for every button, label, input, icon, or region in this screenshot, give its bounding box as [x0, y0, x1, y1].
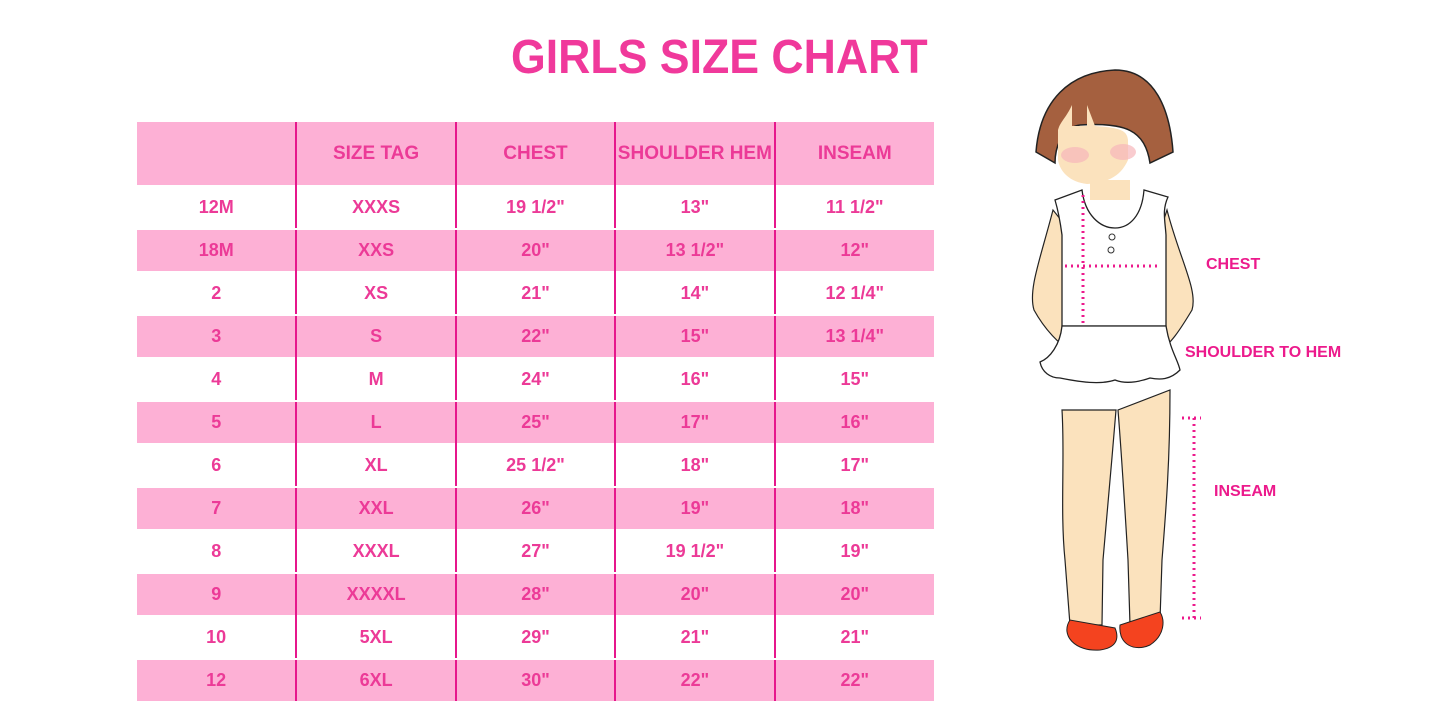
- table-row: 9 XXXXL 28" 20" 20": [137, 573, 934, 616]
- table-cell: 27": [454, 529, 616, 574]
- table-row: 5 L 25" 17" 16": [137, 401, 934, 444]
- header-cell: SIZE TAG: [295, 122, 456, 186]
- table-cell: 12: [137, 659, 297, 701]
- table-cell: 12M: [137, 185, 297, 230]
- table-cell: L: [295, 401, 456, 444]
- table-cell: 13": [614, 185, 775, 230]
- table-cell: S: [295, 315, 456, 358]
- table-cell: 17": [773, 443, 934, 488]
- table-cell: 24": [454, 357, 616, 402]
- table-row: 12M XXXS 19 1/2" 13" 11 1/2": [137, 185, 934, 230]
- table-cell: 29": [454, 615, 616, 660]
- table-cell: 18": [614, 443, 775, 488]
- table-cell: 21": [454, 271, 616, 316]
- table-cell: 17": [614, 401, 775, 444]
- table-cell: 21": [773, 615, 934, 660]
- table-row: 10 5XL 29" 21" 21": [137, 615, 934, 660]
- table-cell: 2: [137, 271, 297, 316]
- table-cell: 20": [614, 573, 775, 616]
- table-cell: 18": [773, 487, 934, 530]
- table-cell: 15": [614, 315, 775, 358]
- table-cell: 20": [454, 229, 616, 272]
- table-cell: 19 1/2": [614, 529, 775, 574]
- table-cell: XXXL: [295, 529, 456, 574]
- header-cell: SHOULDER HEM: [614, 122, 775, 186]
- table-cell: M: [295, 357, 456, 402]
- table-cell: 19": [773, 529, 934, 574]
- table-cell: XXXS: [295, 185, 456, 230]
- table-cell: 18M: [137, 229, 297, 272]
- table-cell: XXS: [295, 229, 456, 272]
- table-cell: 8: [137, 529, 297, 574]
- table-cell: 21": [614, 615, 775, 660]
- table-row: 3 S 22" 15" 13 1/4": [137, 315, 934, 358]
- table-row: 8 XXXL 27" 19 1/2" 19": [137, 529, 934, 574]
- table-row: 2 XS 21" 14" 12 1/4": [137, 271, 934, 316]
- table-cell: 6: [137, 443, 297, 488]
- table-cell: 14": [614, 271, 775, 316]
- table-cell: XXL: [295, 487, 456, 530]
- table-cell: 15": [773, 357, 934, 402]
- table-cell: 4: [137, 357, 297, 402]
- table-cell: 6XL: [295, 659, 456, 701]
- table-cell: 13 1/2": [614, 229, 775, 272]
- table-cell: 22": [454, 315, 616, 358]
- table-cell: 3: [137, 315, 297, 358]
- table-row: 7 XXL 26" 19" 18": [137, 487, 934, 530]
- table-cell: 19 1/2": [454, 185, 616, 230]
- size-chart-table: SIZE TAG CHEST SHOULDER HEM INSEAM 12M XX…: [137, 122, 934, 701]
- chest-label: CHEST: [1206, 256, 1261, 273]
- table-cell: 7: [137, 487, 297, 530]
- shoulder-to-hem-label: SHOULDER TO HEM: [1185, 344, 1342, 361]
- table-cell: 11 1/2": [773, 185, 934, 230]
- header-cell: INSEAM: [773, 122, 934, 186]
- table-cell: 22": [614, 659, 775, 701]
- table-header-row: SIZE TAG CHEST SHOULDER HEM INSEAM: [137, 122, 934, 186]
- table-cell: XL: [295, 443, 456, 488]
- table-cell: 12": [773, 229, 934, 272]
- table-cell: 16": [614, 357, 775, 402]
- table-cell: 25 1/2": [454, 443, 616, 488]
- table-row: 6 XL 25 1/2" 18" 17": [137, 443, 934, 488]
- table-row: 12 6XL 30" 22" 22": [137, 659, 934, 701]
- table-cell: 16": [773, 401, 934, 444]
- table-row: 4 M 24" 16" 15": [137, 357, 934, 402]
- girl-illustration: [1020, 60, 1380, 665]
- table-cell: 30": [454, 659, 616, 701]
- table-row: 18M XXS 20" 13 1/2" 12": [137, 229, 934, 272]
- table-cell: 20": [773, 573, 934, 616]
- page-title: GIRLS SIZE CHART: [511, 31, 928, 84]
- table-cell: 28": [454, 573, 616, 616]
- table-cell: 25": [454, 401, 616, 444]
- table-cell: 22": [773, 659, 934, 701]
- table-cell: 19": [614, 487, 775, 530]
- table-cell: XXXXL: [295, 573, 456, 616]
- table-cell: 10: [137, 615, 297, 660]
- table-cell: 12 1/4": [773, 271, 934, 316]
- table-cell: 5XL: [295, 615, 456, 660]
- table-cell: 9: [137, 573, 297, 616]
- table-cell: 5: [137, 401, 297, 444]
- inseam-label: INSEAM: [1214, 483, 1277, 500]
- header-cell: CHEST: [454, 122, 616, 186]
- header-cell: [137, 122, 297, 186]
- table-cell: XS: [295, 271, 456, 316]
- table-cell: 13 1/4": [773, 315, 934, 358]
- table-cell: 26": [454, 487, 616, 530]
